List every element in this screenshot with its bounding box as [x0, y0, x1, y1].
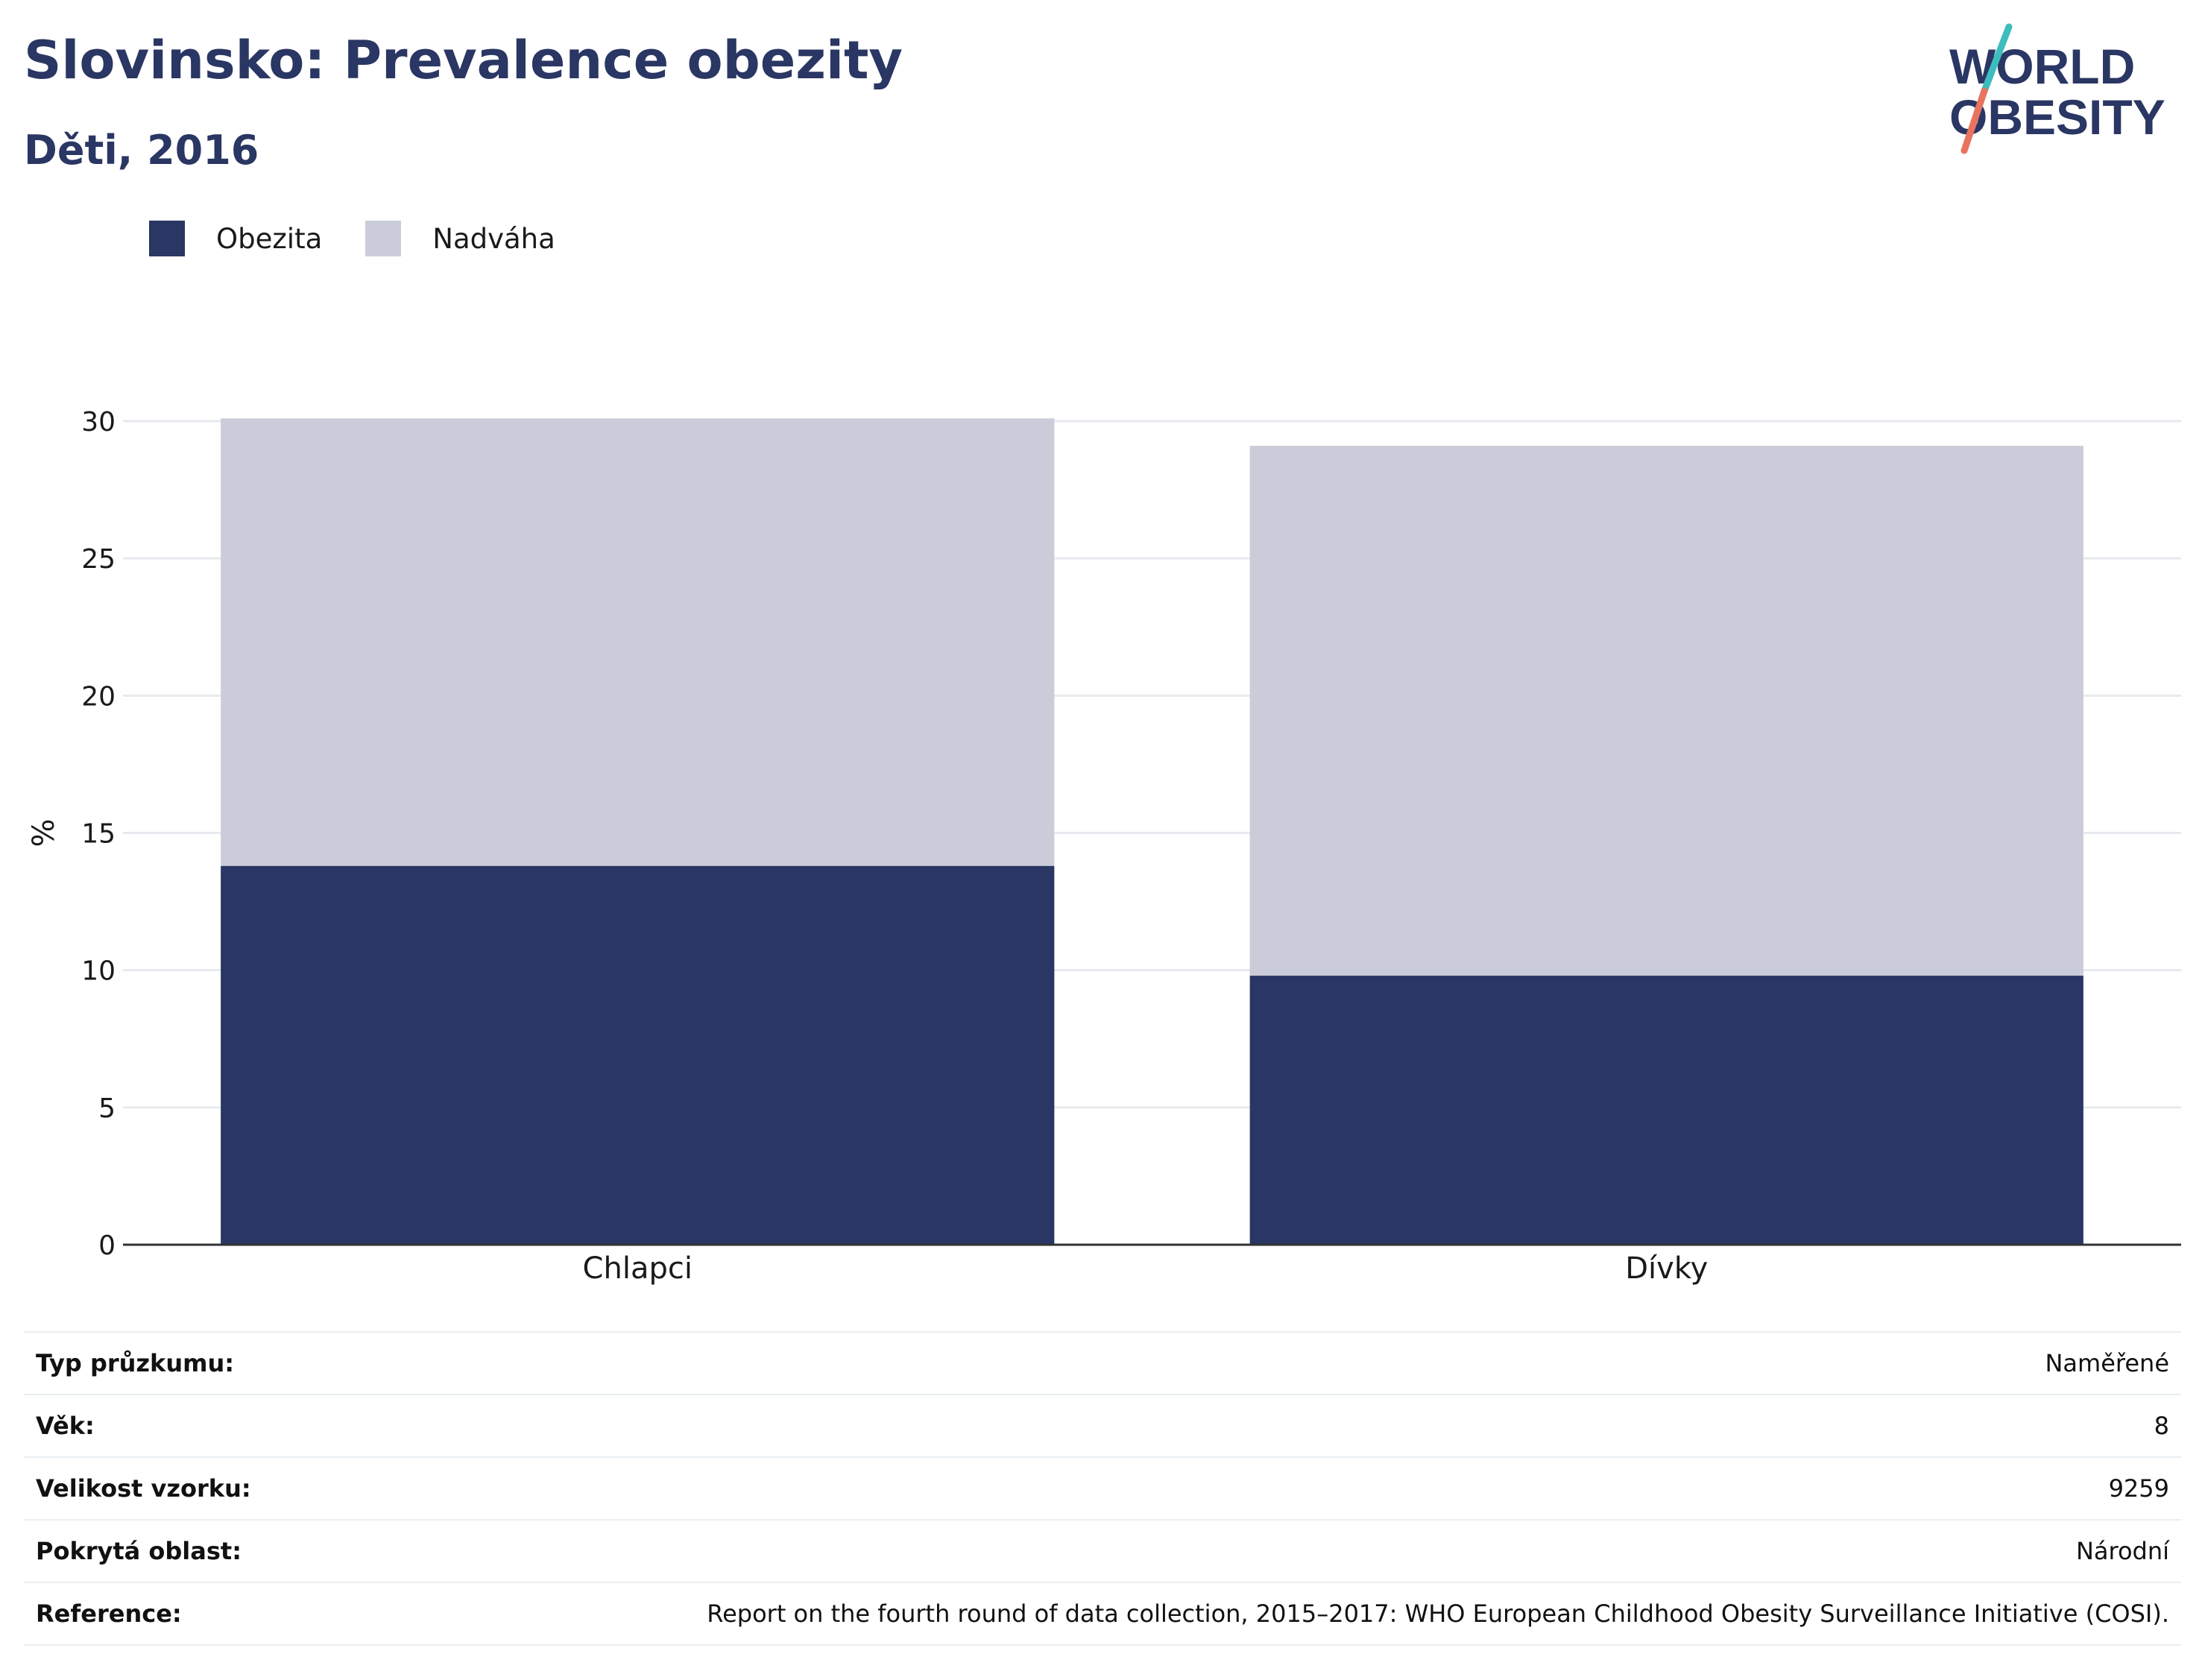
y-tick-label: 10 — [81, 956, 116, 987]
y-tick-label: 5 — [98, 1093, 116, 1124]
y-tick-label: 0 — [98, 1231, 116, 1261]
info-value: 9259 — [322, 1456, 2181, 1520]
table-row: Velikost vzorku: 9259 — [24, 1456, 2181, 1520]
stacked-bar-chart: 0 5 10 15 20 25 30% Chlapci Dívky — [27, 407, 2181, 1286]
logo-line-obesity: OBESITY — [1949, 89, 2165, 145]
logo-slash-coral — [1960, 87, 1988, 154]
info-value: 8 — [322, 1394, 2181, 1457]
info-value: Report on the fourth round of data colle… — [322, 1582, 2181, 1646]
legend-label-obesity: Obezita — [216, 222, 323, 255]
table-row: Věk: 8 — [24, 1394, 2181, 1457]
chart-subtitle: Děti, 2016 — [24, 127, 259, 174]
world-obesity-logo: WORLD OBESITY — [1949, 23, 2165, 154]
chart-legend: Obezita Nadváha — [149, 221, 599, 256]
bar-obesity — [1249, 976, 2083, 1245]
table-row: Reference: Report on the fourth round of… — [24, 1582, 2181, 1646]
info-value: Naměřené — [322, 1331, 2181, 1395]
info-key: Věk: — [24, 1394, 323, 1457]
legend-label-overweight: Nadváha — [432, 222, 555, 255]
logo-slash-teal — [1981, 23, 2013, 95]
legend-swatch-overweight — [365, 221, 402, 256]
info-key: Pokrytá oblast: — [24, 1519, 323, 1582]
bar-obesity — [221, 865, 1055, 1245]
chart-title: Slovinsko: Prevalence obezity — [24, 30, 903, 91]
y-tick-label: 15 — [81, 819, 116, 850]
info-key: Velikost vzorku: — [24, 1456, 323, 1520]
legend-item-obesity[interactable]: Obezita — [149, 221, 322, 256]
y-tick-label: 20 — [81, 681, 116, 712]
legend-swatch-obesity — [149, 221, 185, 256]
info-key: Typ průzkumu: — [24, 1331, 323, 1395]
table-row: Typ průzkumu: Naměřené — [24, 1331, 2181, 1395]
legend-item-overweight[interactable]: Nadváha — [365, 221, 555, 256]
info-value: Národní — [322, 1519, 2181, 1582]
info-key: Reference: — [24, 1582, 323, 1646]
y-tick-label: 30 — [81, 407, 116, 438]
survey-info-table: Typ průzkumu: Naměřené Věk: 8 Velikost v… — [24, 1331, 2181, 1646]
x-tick-label: Chlapci — [583, 1251, 693, 1286]
x-tick-label: Dívky — [1625, 1251, 1708, 1286]
y-axis-label: % — [27, 818, 61, 847]
bar-overweight — [1249, 446, 2083, 976]
y-tick-label: 25 — [81, 544, 116, 575]
bar-overweight — [221, 418, 1055, 866]
logo-line-world: WORLD — [1949, 39, 2135, 94]
table-row: Pokrytá oblast: Národní — [24, 1519, 2181, 1582]
